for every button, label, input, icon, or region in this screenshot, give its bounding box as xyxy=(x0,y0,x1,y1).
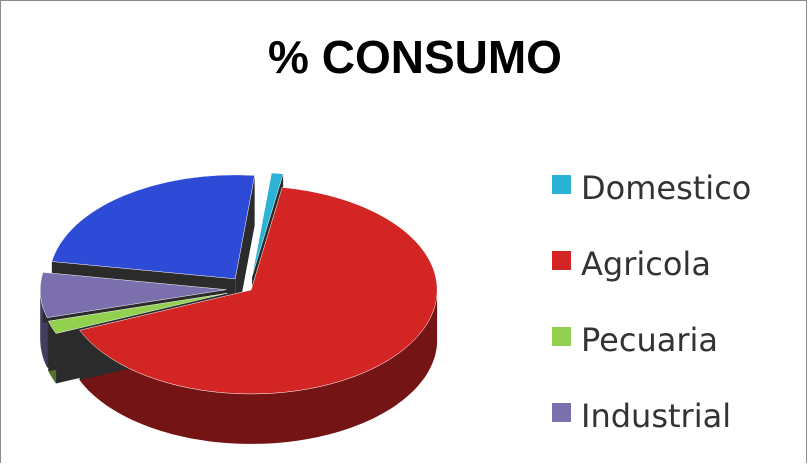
legend-item-pecuaria: Pecuaria xyxy=(552,321,718,359)
pie-slice-pecuaria xyxy=(47,292,228,334)
pie-slice-unlabeled xyxy=(51,174,255,280)
legend: Domestico Agricola Pecuaria Industrial xyxy=(552,169,751,435)
pie-slice-industrial xyxy=(39,272,227,318)
legend-label: Pecuaria xyxy=(581,321,718,359)
legend-label: Domestico xyxy=(581,169,751,207)
legend-label: Agricola xyxy=(581,245,711,283)
legend-swatch xyxy=(552,251,571,270)
chart-title: % CONSUMO xyxy=(268,31,562,83)
pie-cut-face xyxy=(235,175,255,329)
legend-swatch xyxy=(552,403,571,422)
pie-slice-domestico xyxy=(251,172,284,277)
legend-swatch xyxy=(552,327,571,346)
pie-layer xyxy=(39,172,438,444)
legend-label: Industrial xyxy=(581,397,731,435)
pie-slice-agricola xyxy=(79,187,438,395)
legend-item-agricola: Agricola xyxy=(552,245,711,283)
legend-item-industrial: Industrial xyxy=(552,397,731,435)
pie-rim xyxy=(40,289,48,368)
legend-item-domestico: Domestico xyxy=(552,169,751,207)
pie-rim xyxy=(79,289,438,444)
legend-swatch xyxy=(552,175,571,194)
